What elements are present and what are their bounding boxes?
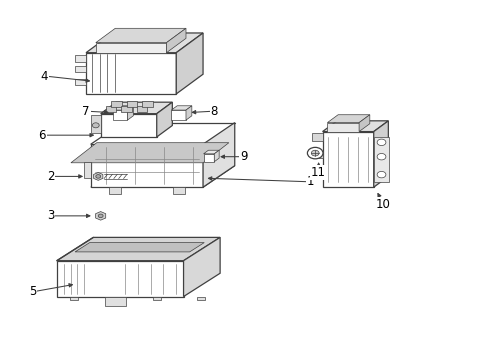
Polygon shape [111, 100, 122, 107]
Circle shape [376, 153, 385, 160]
Polygon shape [75, 55, 86, 62]
Polygon shape [93, 172, 102, 180]
Polygon shape [105, 106, 116, 112]
Text: 6: 6 [39, 129, 46, 142]
Polygon shape [322, 132, 373, 187]
Polygon shape [121, 106, 132, 112]
Circle shape [92, 123, 99, 128]
Circle shape [376, 139, 385, 145]
Polygon shape [153, 297, 160, 300]
Polygon shape [176, 33, 203, 94]
Polygon shape [57, 261, 183, 297]
Polygon shape [113, 110, 127, 120]
Text: 2: 2 [46, 170, 54, 183]
Polygon shape [327, 115, 369, 123]
Polygon shape [166, 28, 185, 53]
Circle shape [376, 171, 385, 178]
Text: 9: 9 [239, 150, 247, 163]
Polygon shape [322, 121, 387, 132]
Polygon shape [185, 106, 191, 120]
Polygon shape [127, 106, 133, 120]
Polygon shape [96, 28, 185, 42]
Polygon shape [203, 154, 214, 162]
Text: 11: 11 [310, 166, 325, 179]
Text: 7: 7 [82, 105, 90, 118]
Polygon shape [91, 166, 234, 187]
Polygon shape [86, 53, 176, 94]
Polygon shape [203, 150, 219, 154]
Polygon shape [96, 42, 166, 53]
Text: 1: 1 [306, 175, 313, 188]
Polygon shape [171, 106, 191, 110]
Polygon shape [142, 100, 153, 107]
Polygon shape [311, 169, 322, 176]
Circle shape [311, 150, 319, 156]
Polygon shape [101, 114, 157, 137]
Polygon shape [75, 66, 86, 72]
Text: 10: 10 [375, 198, 390, 211]
Polygon shape [109, 187, 121, 194]
Polygon shape [311, 151, 322, 158]
Polygon shape [358, 115, 369, 132]
Polygon shape [75, 78, 86, 85]
Circle shape [96, 175, 101, 178]
Polygon shape [196, 297, 204, 300]
Text: 4: 4 [41, 69, 48, 82]
Circle shape [98, 214, 103, 218]
Polygon shape [113, 106, 133, 110]
Polygon shape [105, 297, 126, 306]
Polygon shape [70, 297, 78, 300]
Polygon shape [171, 110, 185, 120]
Polygon shape [91, 144, 203, 187]
Polygon shape [373, 121, 387, 187]
Polygon shape [91, 116, 101, 134]
Polygon shape [95, 212, 105, 220]
Polygon shape [86, 33, 203, 53]
Polygon shape [71, 143, 228, 163]
Polygon shape [311, 134, 322, 140]
Polygon shape [75, 243, 204, 252]
Polygon shape [57, 237, 220, 261]
Polygon shape [101, 102, 172, 114]
Circle shape [307, 147, 323, 159]
Text: 5: 5 [29, 285, 36, 298]
Text: 8: 8 [210, 105, 218, 118]
Polygon shape [172, 187, 184, 194]
Polygon shape [327, 123, 358, 132]
Polygon shape [214, 150, 219, 162]
Polygon shape [183, 237, 220, 297]
Polygon shape [157, 102, 172, 137]
Polygon shape [373, 137, 388, 182]
Polygon shape [203, 123, 234, 187]
Polygon shape [137, 106, 147, 112]
Polygon shape [126, 100, 137, 107]
Polygon shape [83, 162, 91, 178]
Text: 3: 3 [47, 210, 54, 222]
